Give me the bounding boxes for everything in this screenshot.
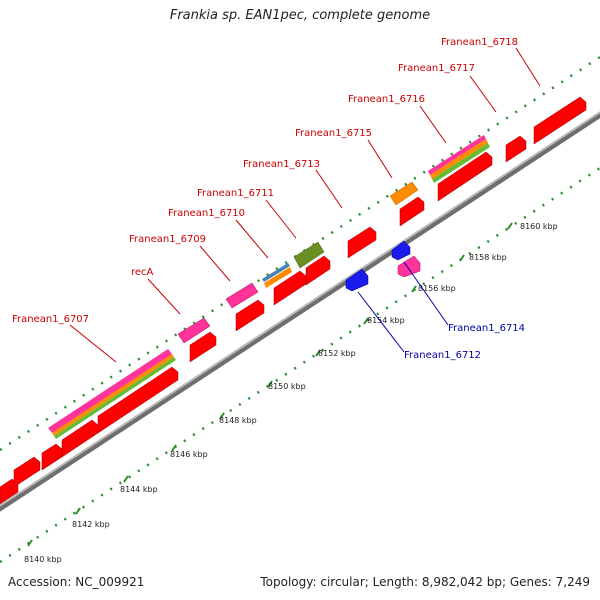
leader-6712 (357, 291, 405, 353)
feature-band-magenta (48, 349, 172, 433)
tick-label-8152: 8152 kbp (318, 349, 356, 358)
tick-8142 (75, 507, 81, 515)
cds-arrow (399, 196, 425, 227)
gene-label-6717[interactable]: Franean1_6717 (398, 63, 475, 74)
leader-6718 (515, 47, 541, 87)
gene-label-6715[interactable]: Franean1_6715 (295, 128, 372, 139)
feature-band-orange (52, 354, 174, 436)
tick-label-8154: 8154 kbp (367, 316, 405, 325)
feature-box-6709 (225, 282, 259, 309)
tick-8140 (27, 539, 33, 547)
accession-footer: Accession: NC_009921 (8, 575, 145, 589)
gene-label-6709[interactable]: Franean1_6709 (129, 234, 206, 245)
cds-arrow (305, 255, 331, 286)
cds-arrow (97, 366, 179, 434)
cds-arrow (505, 135, 527, 163)
leader-6717 (469, 75, 497, 113)
cds-arrow (0, 478, 19, 505)
leader-6710 (235, 219, 269, 259)
gene-label-6714[interactable]: Franean1_6714 (448, 323, 525, 334)
cds-arrow (235, 299, 265, 332)
leader-6709 (199, 245, 231, 282)
reverse-leader-lines (357, 261, 449, 353)
tick-8146 (171, 444, 177, 452)
forward-leader-lines (69, 47, 541, 363)
tick-8152 (315, 349, 321, 357)
cds-arrow (533, 96, 587, 145)
gene-label-6711[interactable]: Franean1_6711 (197, 188, 274, 199)
gene-label-6713[interactable]: Franean1_6713 (243, 159, 320, 170)
forward-cds-track (0, 96, 587, 505)
tick-8156 (411, 285, 417, 293)
backbone (0, 111, 600, 507)
leader-6713 (315, 169, 343, 209)
feature-track (48, 135, 490, 439)
cds-arrow (437, 151, 493, 202)
tick-8160 (507, 222, 513, 230)
tick-8148 (219, 412, 225, 420)
tick-label-8142: 8142 kbp (72, 520, 110, 529)
leader-6715 (367, 139, 393, 179)
gene-label-6718[interactable]: Franean1_6718 (441, 37, 518, 48)
leader-6707 (69, 324, 117, 363)
tick-label-8146: 8146 kbp (170, 450, 208, 459)
feature-band-6716-magenta (428, 135, 486, 175)
tick-label-8140: 8140 kbp (24, 555, 62, 564)
tick-8154 (363, 317, 369, 325)
gene-label-6707[interactable]: Franean1_6707 (12, 314, 89, 325)
leader-6711 (265, 199, 297, 239)
topology-footer: Topology: circular; Length: 8,982,042 bp… (260, 575, 590, 589)
leader-reca (147, 278, 181, 315)
reverse-cds-6712 (345, 268, 369, 292)
tick-8144 (123, 475, 129, 483)
cds-arrow (189, 331, 217, 363)
feature-box-6710-orange (264, 267, 292, 288)
cds-arrow (13, 456, 41, 488)
tick-label-8156: 8156 kbp (418, 284, 456, 293)
tick-label-8144: 8144 kbp (120, 485, 158, 494)
gene-label-6716[interactable]: Franean1_6716 (348, 94, 425, 105)
feature-box-6715 (389, 181, 419, 206)
feature-box-6710-steel (262, 263, 290, 282)
tick-8150 (267, 380, 273, 388)
tick-label-8150: 8150 kbp (268, 382, 306, 391)
reverse-cds-track (345, 240, 421, 292)
tick-label-8148: 8148 kbp (219, 416, 257, 425)
gene-label-6710[interactable]: Franean1_6710 (168, 208, 245, 219)
cds-arrow (347, 226, 377, 259)
gene-label-reca[interactable]: recA (131, 267, 154, 278)
feature-box-reca (177, 317, 211, 344)
reverse-cds-6714 (391, 240, 411, 261)
gene-label-6712[interactable]: Franean1_6712 (404, 350, 481, 361)
tick-label-8158: 8158 kbp (469, 253, 507, 262)
leader-6716 (419, 105, 447, 144)
feature-band-6716-orange (430, 139, 488, 179)
leader-6714 (403, 261, 449, 326)
backbone-shadow (0, 112, 600, 512)
tick-label-8160: 8160 kbp (520, 222, 558, 231)
tick-8158 (459, 254, 465, 262)
map-title: Frankia sp. EAN1pec, complete genome (169, 8, 431, 23)
reverse-cds-magenta (397, 255, 421, 278)
feature-band-6716-green (432, 143, 490, 183)
feature-band-green (54, 357, 176, 439)
scale-ticks: 8140 kbp 8142 kbp 8144 kbp 8146 kbp 8148… (24, 222, 558, 564)
gene-labels: Franean1_6707 recA Franean1_6709 Franean… (12, 37, 525, 361)
feature-box-6711 (293, 241, 325, 269)
